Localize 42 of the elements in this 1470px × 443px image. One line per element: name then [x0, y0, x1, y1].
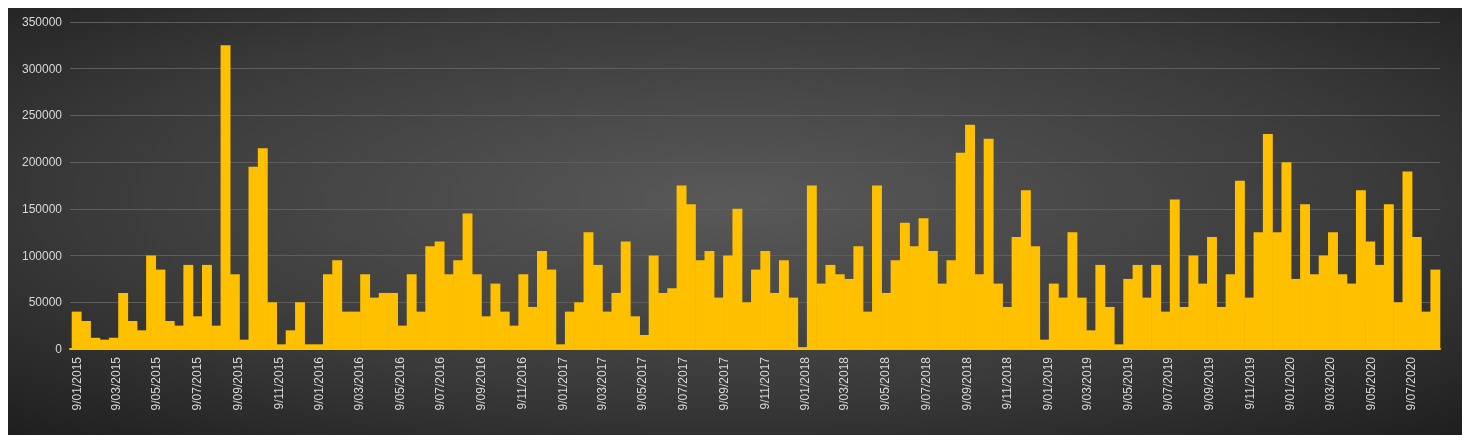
x-tick-label: 9/11/2019: [1242, 356, 1257, 410]
y-tick-label: 150000: [21, 201, 63, 216]
x-tick-label: 9/07/2018: [918, 356, 933, 411]
x-tick-label: 9/03/2017: [594, 356, 609, 411]
x-tick-label: 9/05/2017: [635, 356, 650, 411]
x-tick-label: 9/05/2016: [392, 356, 407, 411]
x-tick-label: 9/05/2020: [1363, 356, 1378, 411]
x-tick-label: 9/01/2016: [312, 356, 327, 411]
y-tick-label: 100000: [21, 248, 63, 263]
x-tick-label: 9/01/2015: [69, 356, 84, 411]
x-tick-label: 9/07/2015: [189, 356, 204, 411]
x-tick-label: 9/01/2018: [798, 356, 813, 411]
y-tick-label: 250000: [21, 108, 63, 123]
x-tick-label: 9/03/2016: [352, 356, 367, 411]
x-tick-label: 9/03/2019: [1080, 356, 1095, 411]
x-tick-label: 9/11/2017: [757, 356, 772, 410]
y-tick-label: 50000: [28, 295, 63, 310]
x-tick-label: 9/09/2015: [231, 356, 246, 411]
x-tick-label: 9/03/2015: [108, 356, 123, 411]
y-tick-label: 300000: [21, 61, 63, 76]
x-tick-label: 9/07/2017: [675, 356, 690, 411]
x-tick-label: 9/05/2019: [1120, 356, 1135, 411]
x-tick-label: 9/01/2017: [555, 356, 570, 411]
y-tick-label: 350000: [21, 15, 63, 29]
x-tick-label: 9/09/2016: [474, 356, 489, 411]
x-tick-label: 9/11/2016: [515, 356, 530, 410]
x-tick-label: 9/11/2015: [271, 356, 286, 410]
y-tick-label: 0: [55, 342, 63, 356]
x-tick-label: 9/07/2016: [433, 356, 448, 411]
x-tick-label: 9/09/2019: [1202, 356, 1217, 411]
x-tick-label: 9/05/2015: [149, 356, 164, 411]
x-tick-label: 9/05/2018: [877, 356, 892, 411]
x-tick-label: 9/03/2020: [1323, 356, 1338, 411]
x-tick-label: 9/01/2020: [1283, 356, 1298, 411]
x-tick-label: 9/03/2018: [837, 356, 852, 411]
x-tick-label: 9/11/2018: [1000, 356, 1015, 410]
x-tick-label: 9/01/2019: [1040, 356, 1055, 411]
x-tick-label: 9/09/2018: [959, 356, 974, 411]
x-tick-label: 9/07/2019: [1161, 356, 1176, 411]
x-tick-label: 9/09/2017: [717, 356, 732, 411]
x-tick-label: 9/07/2020: [1404, 356, 1419, 411]
y-tick-label: 200000: [21, 155, 63, 170]
